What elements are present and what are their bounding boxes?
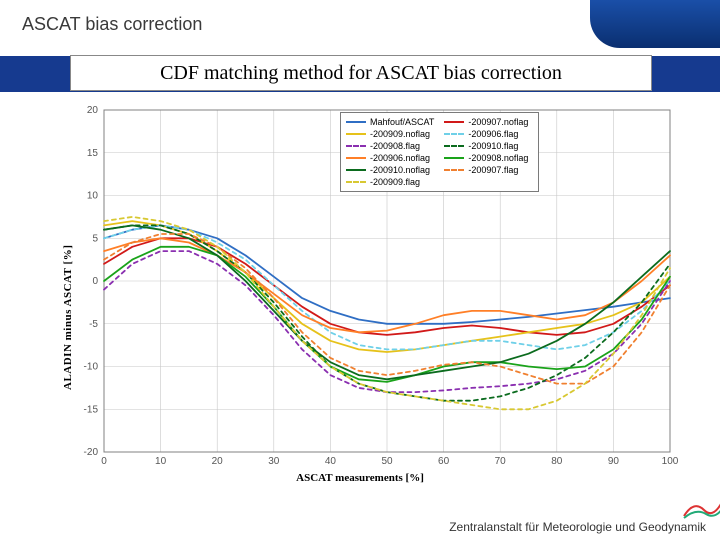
svg-text:0: 0	[92, 276, 98, 287]
legend-item: -200907.noflag	[444, 116, 532, 128]
legend-item: -200907.flag	[444, 164, 532, 176]
legend-item: -200909.noflag	[346, 128, 434, 140]
subtitle-text: CDF matching method for ASCAT bias corre…	[160, 62, 562, 85]
legend-item: -200910.noflag	[346, 164, 434, 176]
svg-text:10: 10	[155, 456, 167, 467]
svg-text:20: 20	[87, 105, 99, 116]
svg-text:60: 60	[438, 456, 450, 467]
svg-text:-5: -5	[89, 319, 98, 330]
svg-text:10: 10	[87, 191, 99, 202]
legend-item: -200906.noflag	[346, 152, 434, 164]
legend-item: -200908.noflag	[444, 152, 532, 164]
footer-logo	[682, 490, 720, 520]
chart-container: 0 10 20 30 40 50 60 70 80 90 100 -20 -15 -10 -5 0 5 10 15 2…	[40, 100, 680, 490]
svg-text:70: 70	[495, 456, 507, 467]
x-axis-label: ASCAT measurements [%]	[40, 472, 680, 484]
svg-text:50: 50	[381, 456, 393, 467]
svg-text:-15: -15	[84, 404, 99, 415]
svg-text:20: 20	[212, 456, 224, 467]
svg-text:5: 5	[92, 233, 98, 244]
brand-logo	[590, 0, 720, 48]
legend-item: -200909.flag	[346, 176, 434, 188]
svg-text:30: 30	[268, 456, 280, 467]
svg-text:40: 40	[325, 456, 337, 467]
chart-legend: Mahfouf/ASCAT -200907.noflag -200909.nofla…	[340, 112, 539, 192]
svg-text:15: 15	[87, 148, 99, 159]
svg-text:80: 80	[551, 456, 563, 467]
subtitle-box: CDF matching method for ASCAT bias corre…	[70, 55, 652, 91]
svg-text:-20: -20	[84, 447, 99, 458]
svg-text:100: 100	[662, 456, 679, 467]
footer-text: Zentralanstalt für Meteorologie und Geod…	[449, 520, 706, 534]
svg-text:0: 0	[101, 456, 107, 467]
page-title: ASCAT bias correction	[0, 14, 202, 35]
legend-item: -200908.flag	[346, 140, 434, 152]
legend-item: Mahfouf/ASCAT	[346, 116, 434, 128]
svg-text:90: 90	[608, 456, 620, 467]
svg-text:-10: -10	[84, 362, 99, 373]
legend-item: -200910.flag	[444, 140, 532, 152]
legend-item: -200906.flag	[444, 128, 532, 140]
y-axis-label: ALADIN minus ASCAT [%]	[62, 245, 74, 390]
